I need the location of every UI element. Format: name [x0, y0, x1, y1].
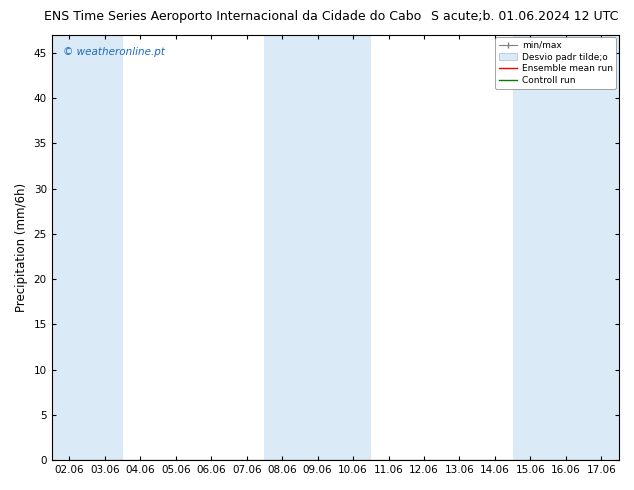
Text: S acute;b. 01.06.2024 12 UTC: S acute;b. 01.06.2024 12 UTC — [431, 10, 619, 23]
Bar — [264, 35, 371, 460]
Legend: min/max, Desvio padr tilde;o, Ensemble mean run, Controll run: min/max, Desvio padr tilde;o, Ensemble m… — [496, 37, 616, 89]
Text: © weatheronline.pt: © weatheronline.pt — [63, 48, 165, 57]
Y-axis label: Precipitation (mm/6h): Precipitation (mm/6h) — [15, 183, 28, 312]
Bar — [51, 35, 122, 460]
Bar — [513, 35, 619, 460]
Text: ENS Time Series Aeroporto Internacional da Cidade do Cabo: ENS Time Series Aeroporto Internacional … — [44, 10, 422, 23]
